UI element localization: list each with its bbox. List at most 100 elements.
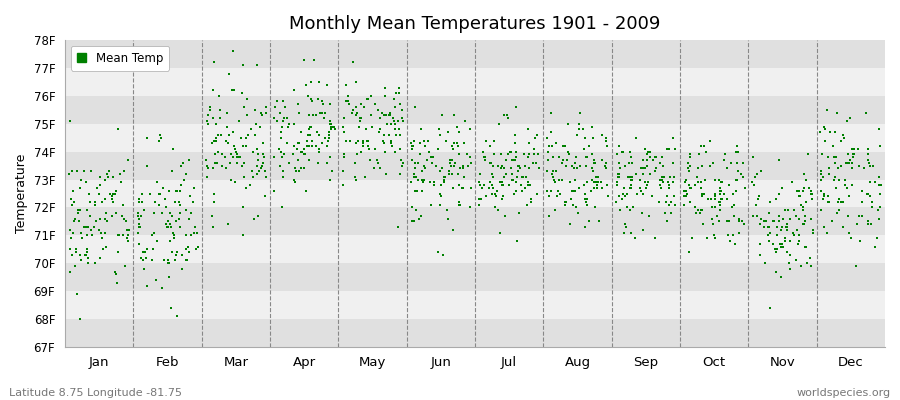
Point (151, 202, 166, 208)
Point (80, 254, 94, 261)
Point (158, 221, 173, 228)
Point (324, 126, 338, 132)
Point (863, 162, 878, 169)
Point (794, 263, 808, 269)
Point (482, 143, 497, 149)
Point (428, 179, 442, 186)
Point (830, 210, 844, 216)
Point (762, 238, 777, 244)
Point (716, 157, 731, 163)
Point (162, 260, 176, 266)
Point (287, 143, 302, 149)
Point (167, 257, 182, 264)
Point (432, 168, 446, 174)
Point (145, 257, 159, 264)
Point (657, 174, 671, 180)
Point (132, 216, 147, 222)
Point (654, 176, 669, 183)
Point (714, 188, 728, 194)
Point (268, 104, 283, 110)
Point (845, 154, 859, 160)
Point (302, 132, 317, 138)
Point (518, 162, 533, 169)
Point (134, 213, 148, 219)
Point (683, 199, 698, 205)
Point (860, 218, 875, 225)
Point (618, 221, 633, 228)
Point (215, 151, 230, 158)
Point (108, 190, 122, 197)
Point (444, 162, 458, 169)
Point (683, 162, 698, 169)
Point (837, 176, 851, 183)
Point (165, 168, 179, 174)
Point (546, 168, 561, 174)
Point (816, 224, 831, 230)
Point (757, 218, 771, 225)
Point (505, 157, 519, 163)
Point (405, 218, 419, 225)
Point (700, 196, 715, 202)
Point (373, 129, 387, 135)
Point (173, 210, 187, 216)
Point (158, 196, 173, 202)
Point (354, 101, 368, 108)
Point (114, 213, 129, 219)
Point (95, 246, 110, 252)
Point (667, 193, 681, 200)
Point (587, 179, 601, 186)
Point (503, 148, 517, 155)
Point (362, 146, 376, 152)
Point (682, 249, 697, 255)
Point (497, 174, 511, 180)
Point (436, 165, 450, 172)
Point (442, 168, 456, 174)
Point (696, 221, 710, 228)
Point (544, 110, 558, 116)
Point (65, 252, 79, 258)
Point (92, 227, 106, 233)
Point (305, 98, 320, 105)
Point (684, 185, 698, 191)
Point (748, 174, 762, 180)
Point (821, 199, 835, 205)
Point (763, 305, 778, 311)
Point (581, 218, 596, 225)
Point (832, 207, 846, 214)
Point (206, 165, 220, 172)
Point (549, 168, 563, 174)
Point (161, 188, 176, 194)
Point (679, 176, 693, 183)
Point (547, 179, 562, 186)
Point (636, 171, 651, 177)
Point (491, 207, 506, 214)
Point (482, 185, 496, 191)
Point (432, 126, 446, 132)
Point (104, 196, 119, 202)
Point (845, 165, 859, 172)
Point (836, 132, 850, 138)
Point (519, 174, 534, 180)
Point (199, 157, 213, 163)
Point (353, 118, 367, 124)
Point (165, 213, 179, 219)
Bar (65, 235, 885, 263)
Point (831, 165, 845, 172)
Point (770, 196, 784, 202)
Bar (65, 152, 885, 180)
Point (695, 207, 709, 214)
Point (515, 188, 529, 194)
Point (287, 176, 302, 183)
Point (302, 157, 316, 163)
Point (634, 165, 649, 172)
Point (491, 162, 505, 169)
Point (62, 227, 77, 233)
Point (620, 190, 634, 197)
Point (132, 224, 147, 230)
Point (323, 123, 338, 130)
Point (505, 176, 519, 183)
Point (417, 176, 431, 183)
Point (628, 171, 643, 177)
Point (552, 154, 566, 160)
Point (697, 190, 711, 197)
